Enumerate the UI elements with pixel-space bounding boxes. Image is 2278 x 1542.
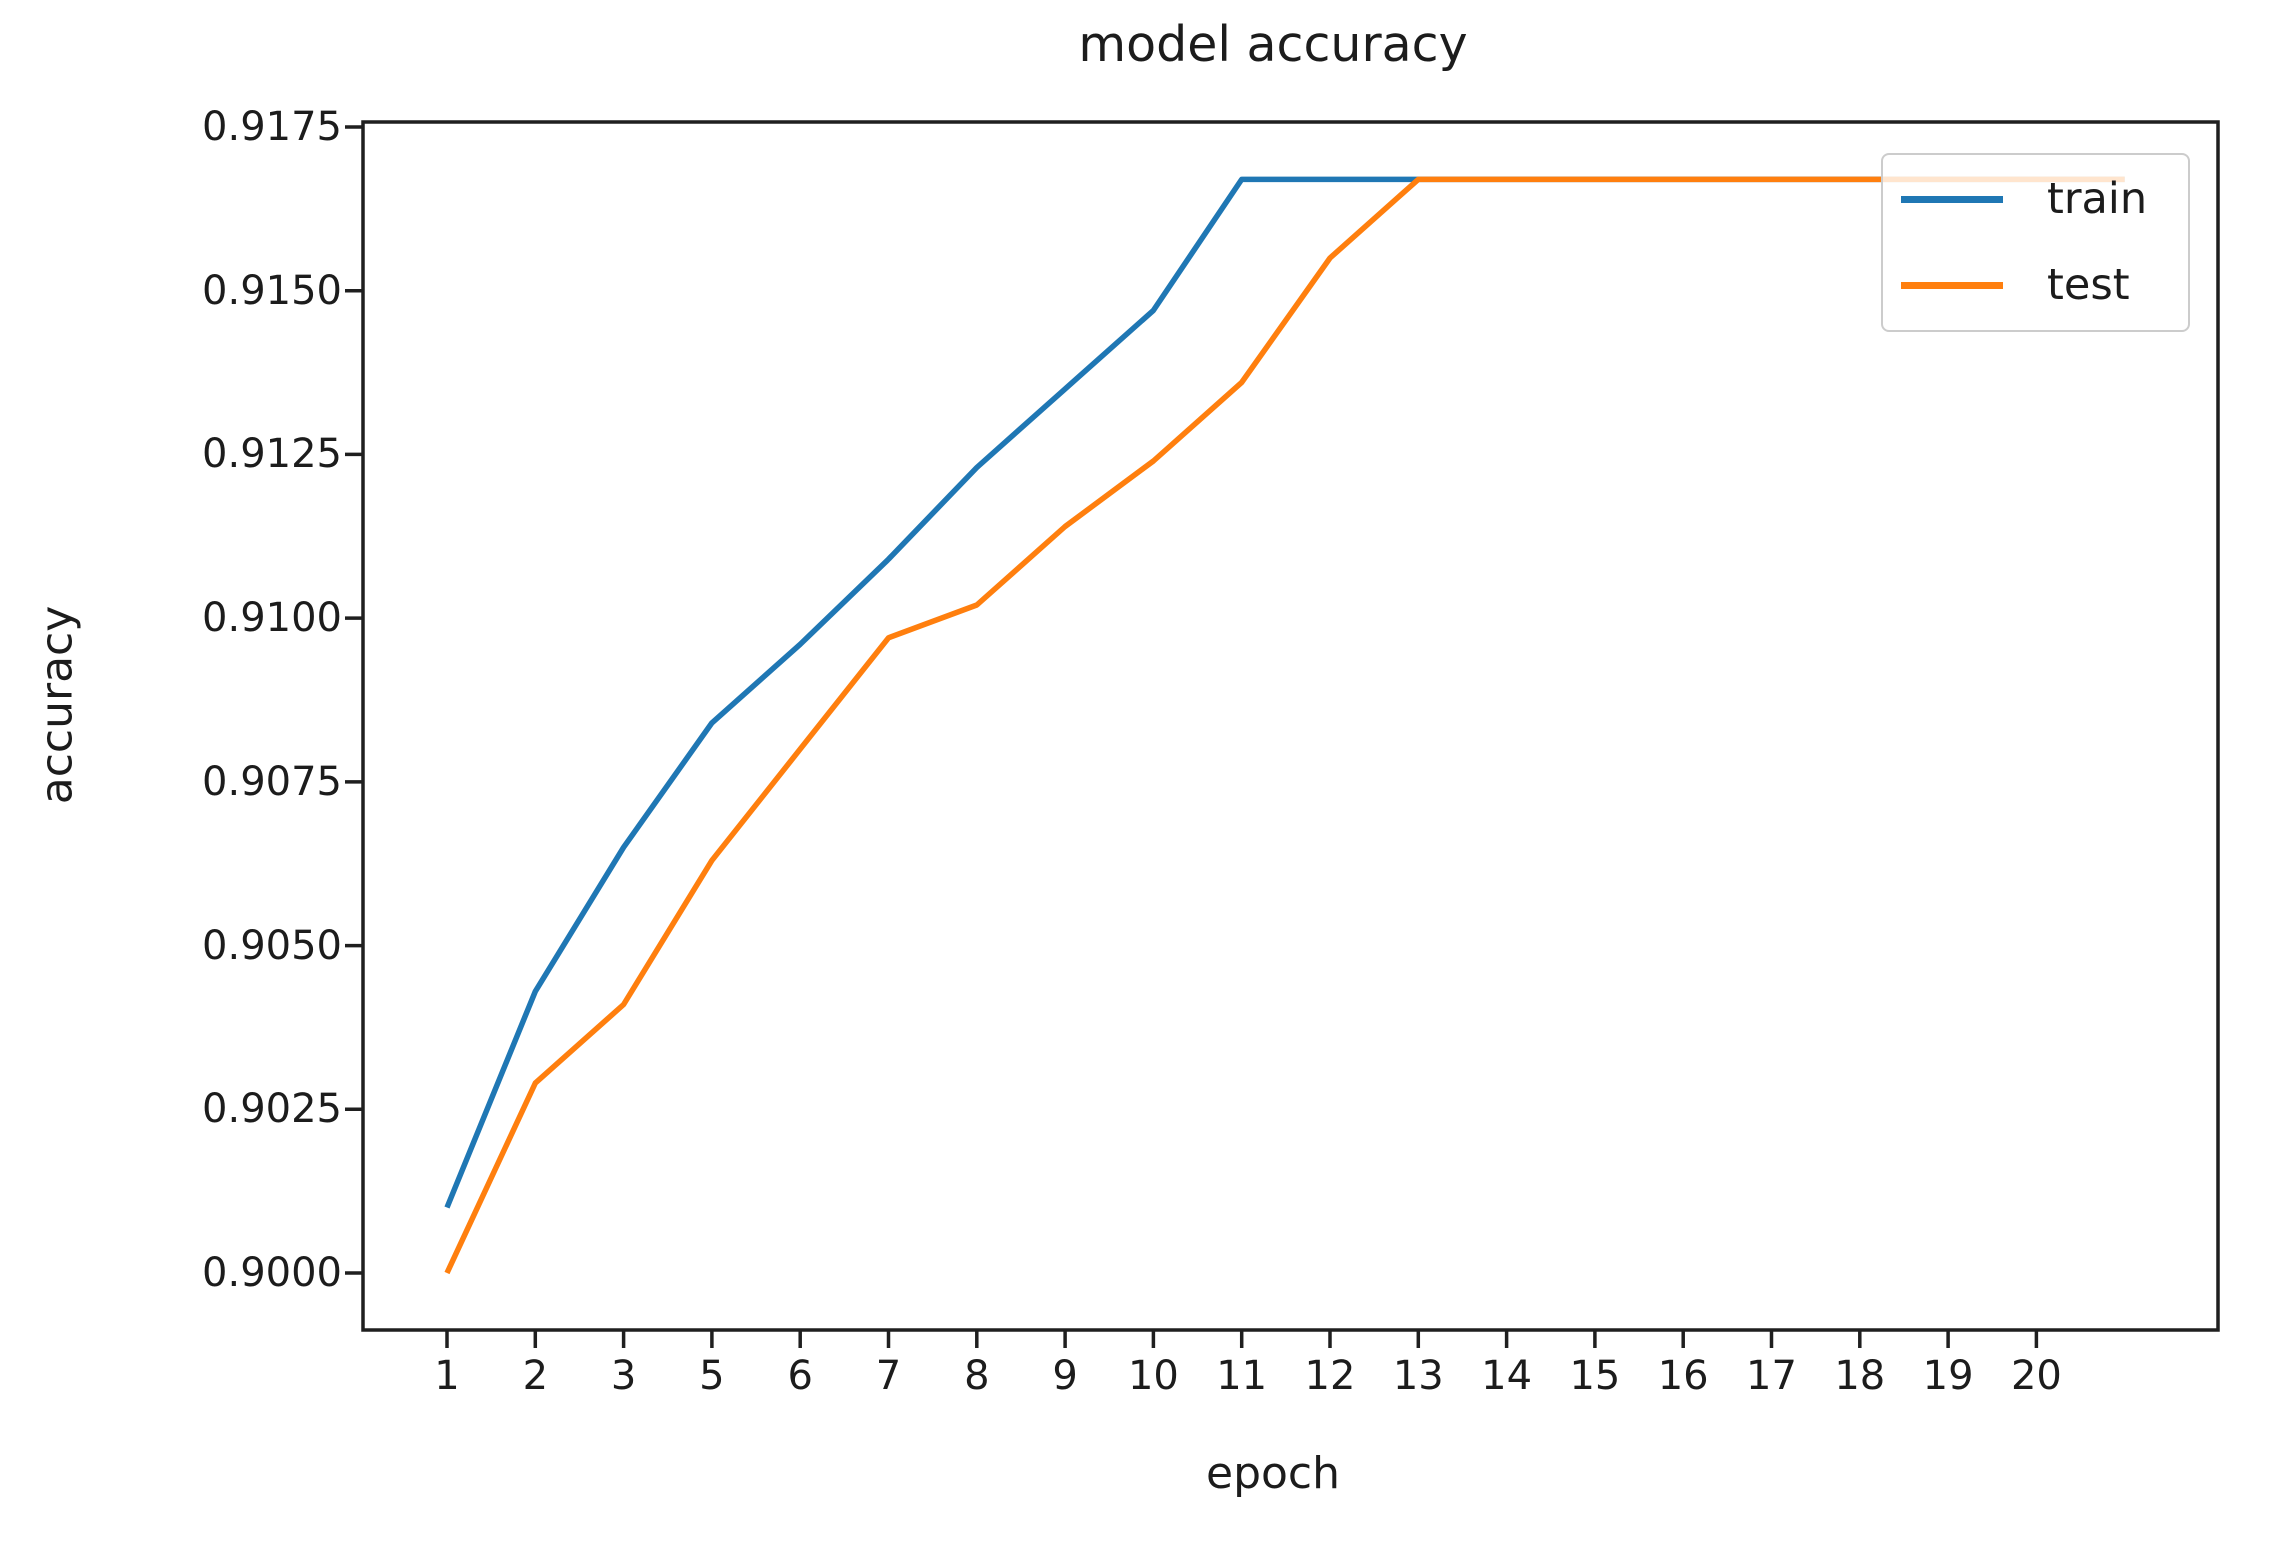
test-line-swatch: [1901, 282, 2003, 289]
legend: train test: [1881, 153, 2190, 332]
x-tick-label: 20: [2010, 1353, 2062, 1399]
y-axis-label: accuracy: [31, 605, 83, 805]
x-axis-label: epoch: [1206, 1448, 1340, 1499]
chart-title: model accuracy: [1078, 16, 1468, 73]
legend-entry-test: test: [1883, 255, 2188, 315]
y-tick-label: 0.9075: [202, 758, 342, 805]
x-tick-label: 12: [1304, 1353, 1356, 1399]
x-tick-label: 16: [1657, 1353, 1709, 1399]
y-tick-label: 0.9150: [202, 267, 342, 314]
x-tick-label: 7: [875, 1353, 902, 1399]
x-tick-label: 15: [1569, 1353, 1621, 1399]
x-tick-label: 13: [1392, 1353, 1444, 1399]
y-tick-label: 0.9025: [202, 1086, 342, 1133]
y-tick-label: 0.9125: [202, 431, 342, 478]
axes-spines: [361, 120, 2220, 1332]
x-tick-label: 10: [1127, 1353, 1179, 1399]
legend-label-test: test: [2047, 260, 2130, 310]
y-tick-label: 0.9100: [202, 595, 342, 642]
x-tick-label: 11: [1216, 1353, 1268, 1399]
test-series-line: [444, 176, 2125, 1275]
train-line-swatch: [1901, 196, 2003, 203]
x-tick-label: 8: [964, 1353, 990, 1399]
train-series-line: [444, 176, 2125, 1209]
legend-label-train: train: [2047, 174, 2148, 224]
y-tick-label: 0.9175: [202, 104, 342, 150]
x-tick-label: 1: [434, 1353, 460, 1399]
x-tick-label: 19: [1922, 1353, 1974, 1399]
x-tick-label: 14: [1481, 1353, 1533, 1399]
legend-entry-train: train: [1883, 169, 2188, 229]
x-tick-label: 6: [787, 1353, 813, 1399]
x-tick-label: 2: [522, 1353, 549, 1399]
y-tick-label: 0.9000: [202, 1250, 342, 1296]
x-tick-label: 3: [610, 1353, 637, 1399]
y-tick-label: 0.9050: [202, 922, 342, 969]
x-tick-label: 17: [1746, 1353, 1797, 1399]
x-tick-label: 18: [1834, 1353, 1886, 1399]
x-tick-label: 5: [699, 1353, 725, 1399]
x-tick-label: 9: [1052, 1353, 1078, 1399]
